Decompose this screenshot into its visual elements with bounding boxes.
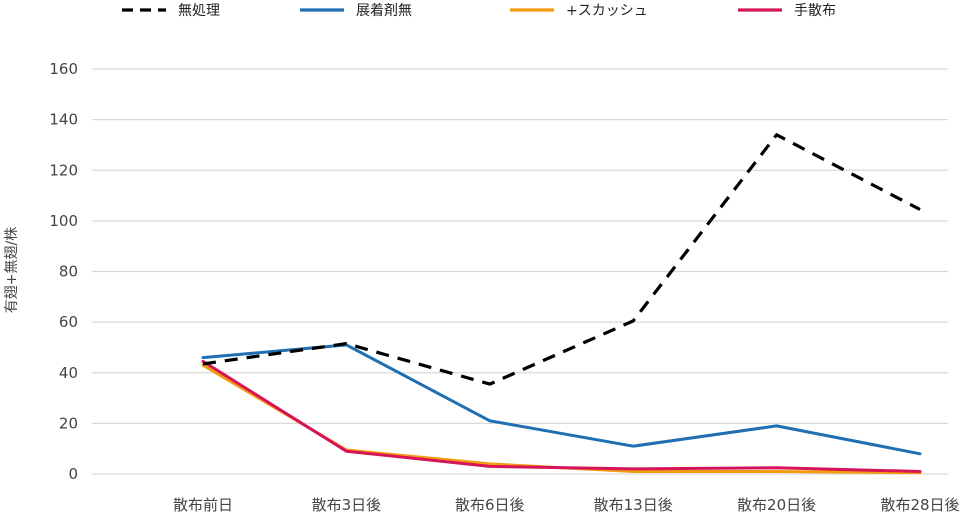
y-tick-label: 140: [49, 111, 78, 129]
y-tick-label: 160: [49, 60, 78, 78]
x-tick-label: 散布前日: [173, 496, 233, 514]
x-tick-label: 散布20日後: [737, 496, 816, 514]
x-tick-label: 散布13日後: [594, 496, 673, 514]
y-tick-label: 20: [59, 414, 78, 432]
series-line-3: [201, 359, 922, 473]
x-tick-label: 散布3日後: [312, 496, 382, 514]
gridlines: [92, 68, 948, 475]
y-axis-title: 有翅+無翅/株: [4, 227, 20, 313]
y-tick-label: 40: [59, 364, 78, 382]
y-tick-label: 80: [59, 263, 78, 281]
series-line-0: [202, 133, 921, 386]
y-tick-label: 0: [68, 465, 78, 483]
y-axis: 0 20 40 60 80 100 120 140 160: [49, 60, 78, 483]
y-tick-label: 100: [49, 212, 78, 230]
y-tick-label: 120: [49, 161, 78, 179]
legend-label: 手散布: [794, 3, 836, 19]
series-line-2: [201, 363, 922, 475]
x-tick-label: 散布28日後: [880, 496, 959, 514]
legend-label: +スカッシュ: [566, 3, 648, 19]
legend: 無処理 展着剤無 +スカッシュ 手散布: [122, 3, 836, 19]
series-line-1: [201, 343, 922, 456]
x-tick-label: 散布6日後: [455, 496, 525, 514]
legend-label: 展着剤無: [356, 3, 412, 19]
series-lines: [201, 133, 922, 475]
legend-label: 無処理: [178, 3, 220, 19]
x-axis: 散布前日 散布3日後 散布6日後 散布13日後 散布20日後 散布28日後: [173, 496, 960, 514]
y-tick-label: 60: [59, 313, 78, 331]
